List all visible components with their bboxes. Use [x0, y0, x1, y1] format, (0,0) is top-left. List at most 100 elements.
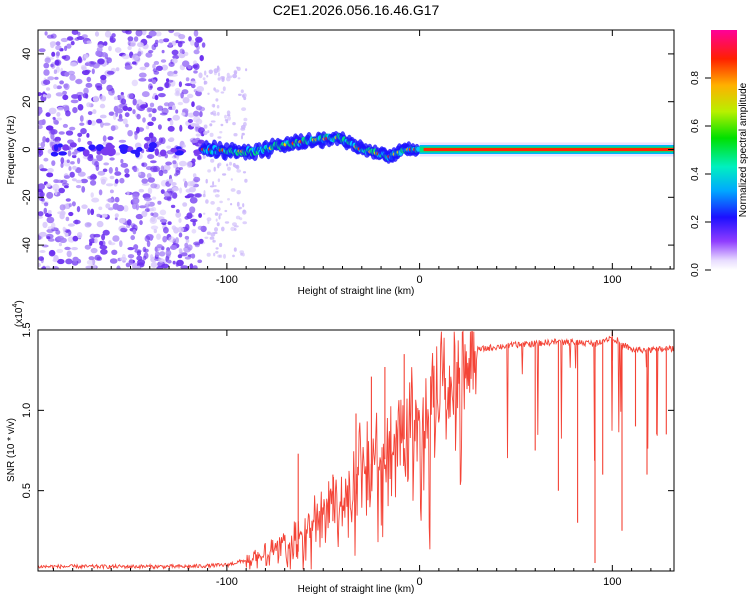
noise-blob: [64, 246, 71, 250]
noise-blob: [122, 253, 126, 260]
noise-blob: [100, 248, 108, 255]
noise-blob: [173, 227, 179, 234]
noise-blob: [199, 55, 204, 62]
noise-blob: [198, 213, 203, 218]
snr-scale-note: (x104): [12, 300, 25, 327]
noise-blob: [191, 101, 195, 108]
noise-blob: [159, 218, 168, 223]
noise-blob: [158, 137, 164, 143]
noise-blob: [124, 65, 133, 70]
noise-blob: [153, 70, 160, 75]
noise-blob: [230, 226, 236, 232]
noise-blob: [139, 66, 147, 71]
noise-blob: [141, 30, 147, 36]
noise-blob: [109, 189, 114, 194]
ridge-blob: [50, 151, 59, 157]
noise-blob: [181, 252, 188, 257]
noise-blob: [77, 104, 84, 111]
noise-blob: [202, 77, 206, 81]
noise-blob: [76, 232, 83, 239]
noise-blob: [116, 204, 125, 212]
noise-blob: [131, 79, 138, 87]
x-tick-label: 100: [603, 576, 621, 588]
noise-blob: [234, 228, 237, 231]
noise-blob: [171, 40, 177, 46]
noise-blob: [81, 34, 88, 39]
noise-blob: [145, 52, 153, 58]
ridge-blob: [170, 147, 177, 153]
ridge-band-core: [423, 147, 674, 152]
noise-blob: [163, 82, 171, 89]
noise-blob: [129, 40, 136, 47]
noise-blob: [103, 41, 108, 46]
noise-blob: [222, 86, 226, 92]
noise-blob: [168, 62, 175, 67]
noise-blob: [52, 116, 56, 120]
noise-blob: [86, 102, 92, 108]
noise-blob: [87, 111, 93, 116]
noise-blob: [184, 242, 189, 248]
noise-blob: [216, 206, 221, 212]
noise-blob: [173, 70, 178, 75]
noise-blob: [91, 68, 95, 75]
noise-blob: [216, 104, 220, 109]
noise-blob: [193, 49, 200, 55]
noise-blob: [86, 76, 92, 83]
noise-blob: [163, 169, 168, 174]
noise-blob: [133, 36, 139, 42]
y-tick-label: 1.0: [21, 403, 33, 418]
noise-blob: [150, 216, 156, 222]
spectrogram-content: [38, 30, 674, 269]
noise-blob: [107, 197, 116, 203]
noise-blob: [160, 59, 167, 63]
noise-blob: [54, 188, 58, 196]
noise-blob: [133, 244, 139, 250]
ridge-blob: [76, 146, 86, 152]
noise-blob: [170, 73, 178, 77]
noise-blob: [55, 41, 61, 46]
colorbar-tick-label: 0.8: [690, 71, 701, 85]
noise-blob: [172, 260, 176, 265]
noise-blob: [81, 204, 88, 209]
noise-blob: [179, 187, 183, 194]
noise-blob: [243, 117, 248, 122]
noise-blob: [242, 203, 245, 208]
noise-blob: [142, 255, 147, 261]
noise-blob: [212, 239, 215, 243]
noise-blob: [43, 79, 51, 85]
noise-blob: [104, 30, 112, 38]
noise-blob: [198, 238, 204, 244]
noise-blob: [44, 57, 51, 64]
noise-blob: [38, 107, 43, 115]
noise-blob: [175, 211, 182, 218]
noise-blob: [215, 218, 218, 222]
noise-blob: [79, 122, 85, 126]
noise-blob: [57, 258, 65, 265]
noise-blob: [188, 36, 192, 42]
noise-blob: [43, 207, 48, 215]
noise-blob: [47, 238, 55, 242]
noise-blob: [50, 62, 56, 69]
noise-blob: [62, 182, 69, 187]
noise-blob: [151, 108, 157, 114]
noise-blob: [127, 40, 131, 46]
noise-blob: [114, 196, 120, 203]
noise-blob: [127, 93, 134, 99]
noise-blob: [77, 132, 83, 137]
noise-blob: [213, 189, 219, 192]
noise-blob: [90, 192, 94, 198]
noise-blob: [239, 217, 243, 221]
noise-blob: [132, 229, 137, 235]
spectrogram-xlabel: Height of straight line (km): [298, 286, 415, 297]
noise-blob: [127, 45, 132, 51]
noise-blob: [203, 130, 208, 136]
noise-blob: [136, 126, 140, 134]
noise-blob: [93, 233, 101, 238]
noise-blob: [96, 155, 103, 162]
noise-blob: [193, 30, 199, 37]
noise-blob: [47, 76, 55, 81]
noise-blob: [147, 187, 153, 195]
noise-blob: [40, 168, 48, 172]
noise-blob: [96, 118, 103, 124]
noise-blob: [161, 64, 168, 71]
